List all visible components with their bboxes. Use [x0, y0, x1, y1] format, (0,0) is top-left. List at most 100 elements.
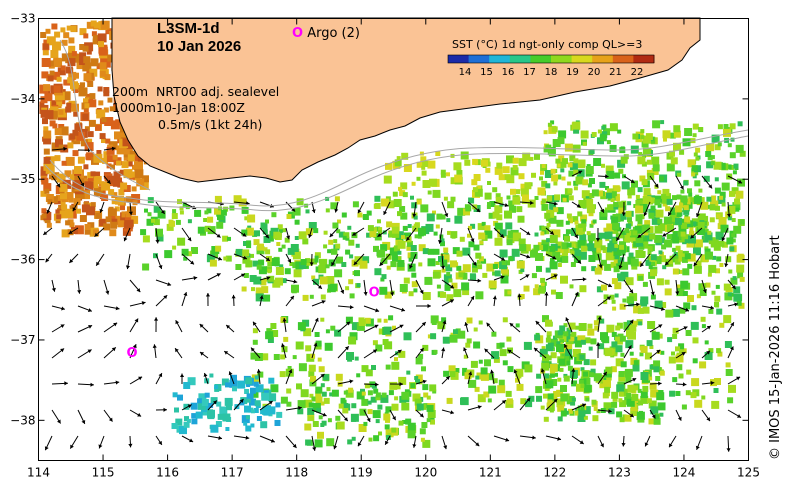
sst-pixel — [581, 266, 587, 272]
sst-pixel — [735, 207, 740, 212]
sst-pixel — [341, 212, 347, 218]
sst-pixel — [603, 402, 612, 411]
sst-pixel — [550, 168, 556, 174]
colorbar-tick-label: 22 — [631, 67, 644, 78]
sst-pixel — [435, 224, 440, 229]
sst-pixel — [405, 398, 410, 402]
colorbar-segment — [489, 55, 511, 63]
sst-pixel — [484, 192, 492, 200]
sst-pixel — [630, 408, 639, 416]
sst-pixel — [499, 261, 508, 270]
sst-pixel — [534, 334, 541, 341]
sst-pixel — [391, 427, 397, 433]
sst-pixel — [250, 253, 254, 258]
sst-pixel — [372, 340, 378, 346]
sst-pixel — [299, 262, 307, 269]
sst-pixel — [84, 181, 94, 191]
sst-pixel — [674, 258, 681, 265]
current-arrow-head — [662, 232, 667, 237]
sst-pixel — [54, 155, 61, 162]
sst-pixel — [460, 397, 469, 406]
sst-pixel — [419, 428, 426, 435]
sst-pixel — [583, 384, 592, 393]
sst-pixel — [225, 427, 230, 431]
sst-pixel — [554, 372, 558, 377]
sst-pixel — [207, 216, 214, 223]
sst-pixel — [580, 214, 588, 222]
sst-pixel — [459, 236, 465, 242]
sst-pixel — [669, 132, 676, 139]
sst-pixel — [171, 213, 178, 219]
sst-pixel — [411, 202, 418, 209]
sst-pixel — [615, 255, 620, 260]
sst-pixel — [583, 371, 588, 377]
sst-pixel — [245, 260, 253, 268]
sst-pixel — [549, 202, 557, 210]
sst-pixel — [73, 88, 79, 93]
sst-pixel — [727, 205, 736, 214]
sst-pixel — [601, 163, 605, 168]
sst-pixel — [380, 244, 388, 252]
current-arrow-head — [63, 146, 67, 151]
sst-pixel — [209, 259, 217, 267]
sst-pixel — [347, 225, 352, 230]
sst-pixel — [51, 23, 58, 30]
sst-pixel — [464, 372, 472, 380]
sst-pixel — [253, 276, 262, 285]
sst-pixel — [639, 352, 644, 357]
sst-pixel — [244, 405, 251, 413]
current-arrow-head — [321, 300, 326, 304]
sst-pixel — [580, 367, 585, 372]
sst-pixel — [551, 393, 558, 400]
sst-pixel — [313, 228, 319, 234]
sst-pixel — [693, 196, 702, 204]
sst-pixel — [736, 300, 742, 306]
current-arrow-head — [500, 233, 504, 238]
sst-pixel — [711, 290, 716, 295]
sst-pixel — [733, 163, 739, 169]
sst-pixel — [678, 373, 684, 379]
sst-pixel — [556, 400, 564, 408]
sst-pixel — [700, 316, 706, 322]
sst-pixel — [687, 253, 696, 262]
sst-pixel — [235, 264, 242, 270]
sst-pixel — [596, 286, 603, 293]
sst-pixel — [499, 249, 508, 258]
sst-pixel — [275, 402, 281, 408]
sst-pixel — [684, 200, 693, 209]
sst-pixel — [729, 164, 735, 170]
sst-pixel — [651, 331, 660, 340]
current-arrow-head — [450, 410, 454, 415]
sst-pixel — [474, 386, 480, 392]
sst-pixel — [731, 218, 736, 222]
sst-pixel — [605, 252, 614, 261]
current-arrow-head — [313, 342, 318, 347]
sst-pixel — [660, 120, 665, 125]
sst-pixel — [396, 231, 404, 239]
sst-pixel — [263, 408, 271, 416]
current-arrow-head — [309, 262, 314, 266]
sst-pixel — [99, 133, 106, 140]
sst-pixel — [373, 245, 379, 252]
current-arrow-head — [582, 277, 587, 282]
sst-pixel — [546, 331, 552, 337]
sst-pixel — [406, 370, 411, 375]
colorbar-tick-label: 21 — [609, 67, 622, 78]
sst-pixel — [496, 342, 503, 349]
sst-pixel — [659, 370, 665, 376]
sst-pixel — [541, 199, 546, 204]
sst-pixel — [572, 249, 581, 258]
current-arrow-head — [421, 322, 426, 326]
sst-pixel — [374, 268, 382, 276]
sst-pixel — [63, 79, 70, 86]
sst-pixel — [110, 120, 120, 130]
sst-pixel — [464, 204, 470, 210]
y-tick-label: −34 — [10, 92, 35, 106]
sst-pixel — [300, 389, 309, 398]
sst-pixel — [691, 172, 696, 177]
sst-pixel — [478, 320, 483, 325]
sst-pixel — [468, 225, 472, 230]
sst-pixel — [100, 54, 109, 63]
sst-pixel — [335, 373, 343, 381]
sst-pixel — [468, 379, 477, 388]
